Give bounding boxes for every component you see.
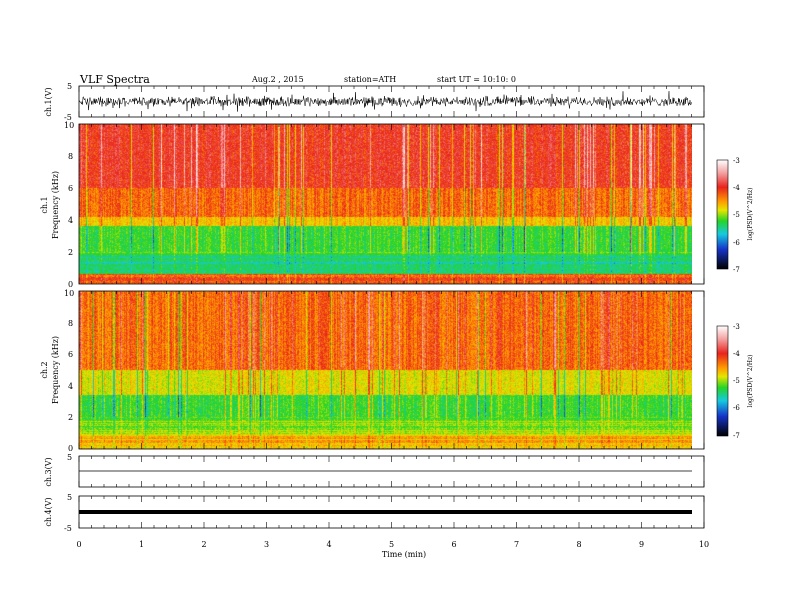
- time-axis-tick-9: 9: [639, 540, 644, 549]
- ch2-spectrogram-image: [79, 291, 692, 449]
- ch1-ytick-0: 0: [68, 280, 73, 289]
- ch1-waveform-trace: [78, 91, 692, 112]
- ch2-ytick-4: 4: [68, 382, 73, 391]
- ch1-spectrogram-panel: 0 2 4 6 8 10 ch.1 Frequency (kHz) -3 -4 …: [40, 121, 754, 289]
- ch2-spectrogram-ylabel-frequency: Frequency (kHz): [51, 336, 60, 404]
- ch1-ytick-top: 5: [67, 82, 72, 91]
- time-axis-tick-8: 8: [576, 540, 581, 549]
- ch2-ytick-8: 8: [68, 319, 73, 328]
- time-axis-tick-3: 3: [264, 540, 269, 549]
- ch1-ytick-6: 6: [68, 184, 73, 193]
- ch1-spectrogram-ylabel-channel: ch.1: [40, 196, 49, 213]
- ch4-ytick-top: 5: [67, 493, 72, 502]
- ch2-colorbar: [716, 325, 729, 437]
- ch4-waveform-panel: 5 -5 ch.4(V): [44, 493, 705, 533]
- ch4-ytick-bottom: -5: [64, 524, 72, 533]
- date-label: Aug.2 , 2015: [251, 75, 304, 84]
- ch2-colorbar-label: log(PSD(V^2/Hz): [747, 355, 754, 408]
- ch1-spectrogram-ylabel-frequency: Frequency (kHz): [51, 171, 60, 239]
- ch4-waveform-ylabel: ch.4(V): [44, 497, 53, 526]
- ch1-ytick-2: 2: [68, 248, 73, 257]
- time-axis-tick-labels: 0 1 2 3 4 5 6 7 8 9 10: [76, 540, 709, 549]
- ch1-waveform-panel: 5 -5 ch.1(V): [44, 82, 705, 122]
- ch3-waveform-ylabel: ch.3(V): [44, 457, 53, 486]
- ch1-cb-tick-m4: -4: [733, 184, 740, 192]
- station-label: station=ATH: [344, 75, 396, 84]
- time-axis-tick-2: 2: [201, 540, 206, 549]
- ch2-colorbar-ticks: -3 -4 -5 -6 -7: [733, 323, 740, 440]
- time-axis-tick-10: 10: [699, 540, 709, 549]
- ch2-ytick-6: 6: [68, 350, 73, 359]
- ch2-cb-tick-m4: -4: [733, 350, 740, 358]
- ch2-spectrogram-panel: 0 2 4 6 8 10 ch.2 Frequency (kHz) -3 -4 …: [40, 289, 754, 453]
- ch1-colorbar-ticks: -3 -4 -5 -6 -7: [733, 157, 740, 274]
- time-axis-tick-7: 7: [514, 540, 519, 549]
- ch2-cb-tick-m7: -7: [733, 432, 740, 440]
- ch2-ytick-0: 0: [68, 444, 73, 453]
- ch2-ytick-10: 10: [64, 289, 74, 298]
- start-time-label: start UT = 10:10: 0: [437, 75, 516, 84]
- ch1-ytick-bottom: -5: [64, 113, 72, 122]
- ch1-cb-tick-m6: -6: [733, 239, 740, 247]
- ch1-ytick-10: 10: [64, 121, 74, 130]
- ch2-cb-tick-m3: -3: [733, 323, 740, 331]
- ch1-colorbar-label: log(PSD(V^2/Hz): [747, 188, 754, 241]
- chart-title: VLF Spectra: [79, 73, 150, 86]
- ch3-waveform-panel: 5 ch.3(V): [44, 453, 705, 488]
- ch1-cb-tick-m5: -5: [733, 211, 740, 219]
- ch1-frequency-ticks: 0 2 4 6 8 10: [64, 121, 74, 289]
- time-axis-tick-1: 1: [139, 540, 144, 549]
- ch2-frequency-ticks: 0 2 4 6 8 10: [64, 289, 74, 453]
- ch2-cb-tick-m6: -6: [733, 404, 740, 412]
- ch1-cb-tick-m7: -7: [733, 266, 740, 274]
- time-axis-tick-0: 0: [76, 540, 81, 549]
- ch2-spectrogram-ylabel-channel: ch.2: [40, 361, 49, 378]
- time-axis-label: Time (min): [382, 550, 426, 559]
- time-axis-tick-6: 6: [451, 540, 456, 549]
- ch1-colorbar: [716, 159, 729, 270]
- ch2-cb-tick-m5: -5: [733, 377, 740, 385]
- ch1-ytick-8: 8: [68, 152, 73, 161]
- ch2-ytick-2: 2: [68, 413, 73, 422]
- ch1-ytick-4: 4: [68, 216, 73, 225]
- ch1-spectrogram-image: [79, 124, 692, 284]
- time-axis-tick-4: 4: [326, 540, 331, 549]
- time-axis-tick-5: 5: [389, 540, 394, 549]
- ch1-cb-tick-m3: -3: [733, 157, 740, 165]
- ch3-ytick-top: 5: [67, 453, 72, 462]
- ch1-waveform-ylabel: ch.1(V): [44, 87, 53, 116]
